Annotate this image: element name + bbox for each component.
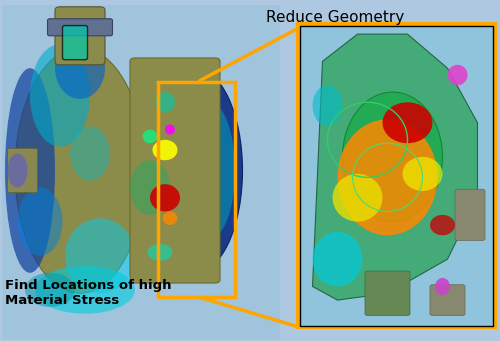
Ellipse shape: [185, 102, 235, 239]
Ellipse shape: [25, 273, 75, 307]
FancyBboxPatch shape: [300, 26, 492, 326]
Ellipse shape: [448, 65, 468, 85]
Ellipse shape: [15, 48, 145, 293]
Ellipse shape: [150, 184, 180, 211]
Ellipse shape: [142, 130, 158, 143]
Ellipse shape: [402, 157, 442, 191]
Ellipse shape: [155, 92, 175, 113]
Ellipse shape: [332, 174, 382, 222]
Ellipse shape: [55, 38, 105, 99]
Text: Reduce Geometry: Reduce Geometry: [266, 10, 404, 25]
Ellipse shape: [35, 266, 135, 314]
Polygon shape: [312, 34, 478, 300]
Ellipse shape: [382, 102, 432, 143]
Ellipse shape: [70, 126, 110, 181]
Ellipse shape: [5, 68, 55, 273]
Ellipse shape: [8, 153, 28, 188]
Ellipse shape: [30, 44, 90, 147]
Ellipse shape: [152, 140, 178, 160]
FancyBboxPatch shape: [430, 285, 465, 315]
Ellipse shape: [165, 124, 175, 135]
Ellipse shape: [65, 218, 135, 293]
Ellipse shape: [430, 215, 455, 235]
Ellipse shape: [312, 232, 362, 286]
FancyBboxPatch shape: [365, 271, 410, 315]
FancyBboxPatch shape: [62, 26, 88, 60]
Ellipse shape: [162, 211, 178, 225]
FancyBboxPatch shape: [130, 58, 220, 283]
FancyBboxPatch shape: [55, 7, 105, 65]
FancyBboxPatch shape: [2, 5, 280, 339]
Ellipse shape: [18, 188, 62, 256]
Bar: [158, 82, 235, 297]
FancyBboxPatch shape: [8, 148, 38, 193]
Ellipse shape: [338, 119, 438, 235]
FancyBboxPatch shape: [48, 19, 112, 36]
Ellipse shape: [130, 160, 170, 215]
Ellipse shape: [312, 85, 342, 126]
Ellipse shape: [148, 68, 242, 273]
Bar: [298, 24, 495, 327]
Ellipse shape: [342, 92, 442, 222]
Ellipse shape: [435, 278, 450, 295]
Ellipse shape: [148, 244, 172, 261]
Text: Find Locations of high
Material Stress: Find Locations of high Material Stress: [5, 279, 172, 307]
FancyBboxPatch shape: [455, 189, 485, 240]
